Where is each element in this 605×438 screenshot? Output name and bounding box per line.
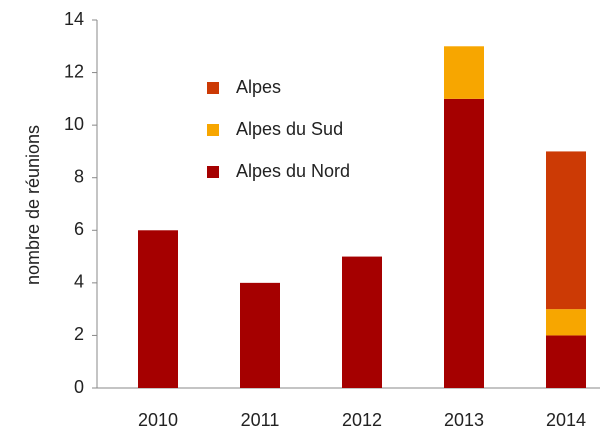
legend-swatch [207, 166, 219, 178]
y-tick-label: 0 [74, 377, 84, 397]
x-tick-label: 2012 [342, 410, 382, 430]
y-tick-label: 6 [74, 219, 84, 239]
bar-segment [138, 230, 178, 388]
y-tick-label: 4 [74, 272, 84, 292]
y-axis-label: nombre de réunions [23, 125, 43, 285]
legend-swatch [207, 82, 219, 94]
bar-segment [546, 309, 586, 336]
legend-label: Alpes du Sud [236, 119, 343, 139]
x-tick-label: 2014 [546, 410, 586, 430]
legend-label: Alpes [236, 77, 281, 97]
legend-swatch [207, 124, 219, 136]
bar-segment [444, 98, 484, 388]
bar-segment [444, 46, 484, 99]
x-tick-label: 2010 [138, 410, 178, 430]
bar-segment [240, 282, 280, 388]
bar-segment [546, 335, 586, 388]
legend-label: Alpes du Nord [236, 161, 350, 181]
x-tick-label: 2013 [444, 410, 484, 430]
y-tick-label: 2 [74, 324, 84, 344]
x-tick-label: 2011 [241, 410, 280, 430]
y-tick-label: 12 [64, 61, 84, 81]
y-tick-label: 14 [64, 9, 84, 29]
y-tick-label: 8 [74, 166, 84, 186]
bar-segment [546, 151, 586, 310]
y-tick-label: 10 [64, 114, 84, 134]
bar-segment [342, 256, 382, 388]
